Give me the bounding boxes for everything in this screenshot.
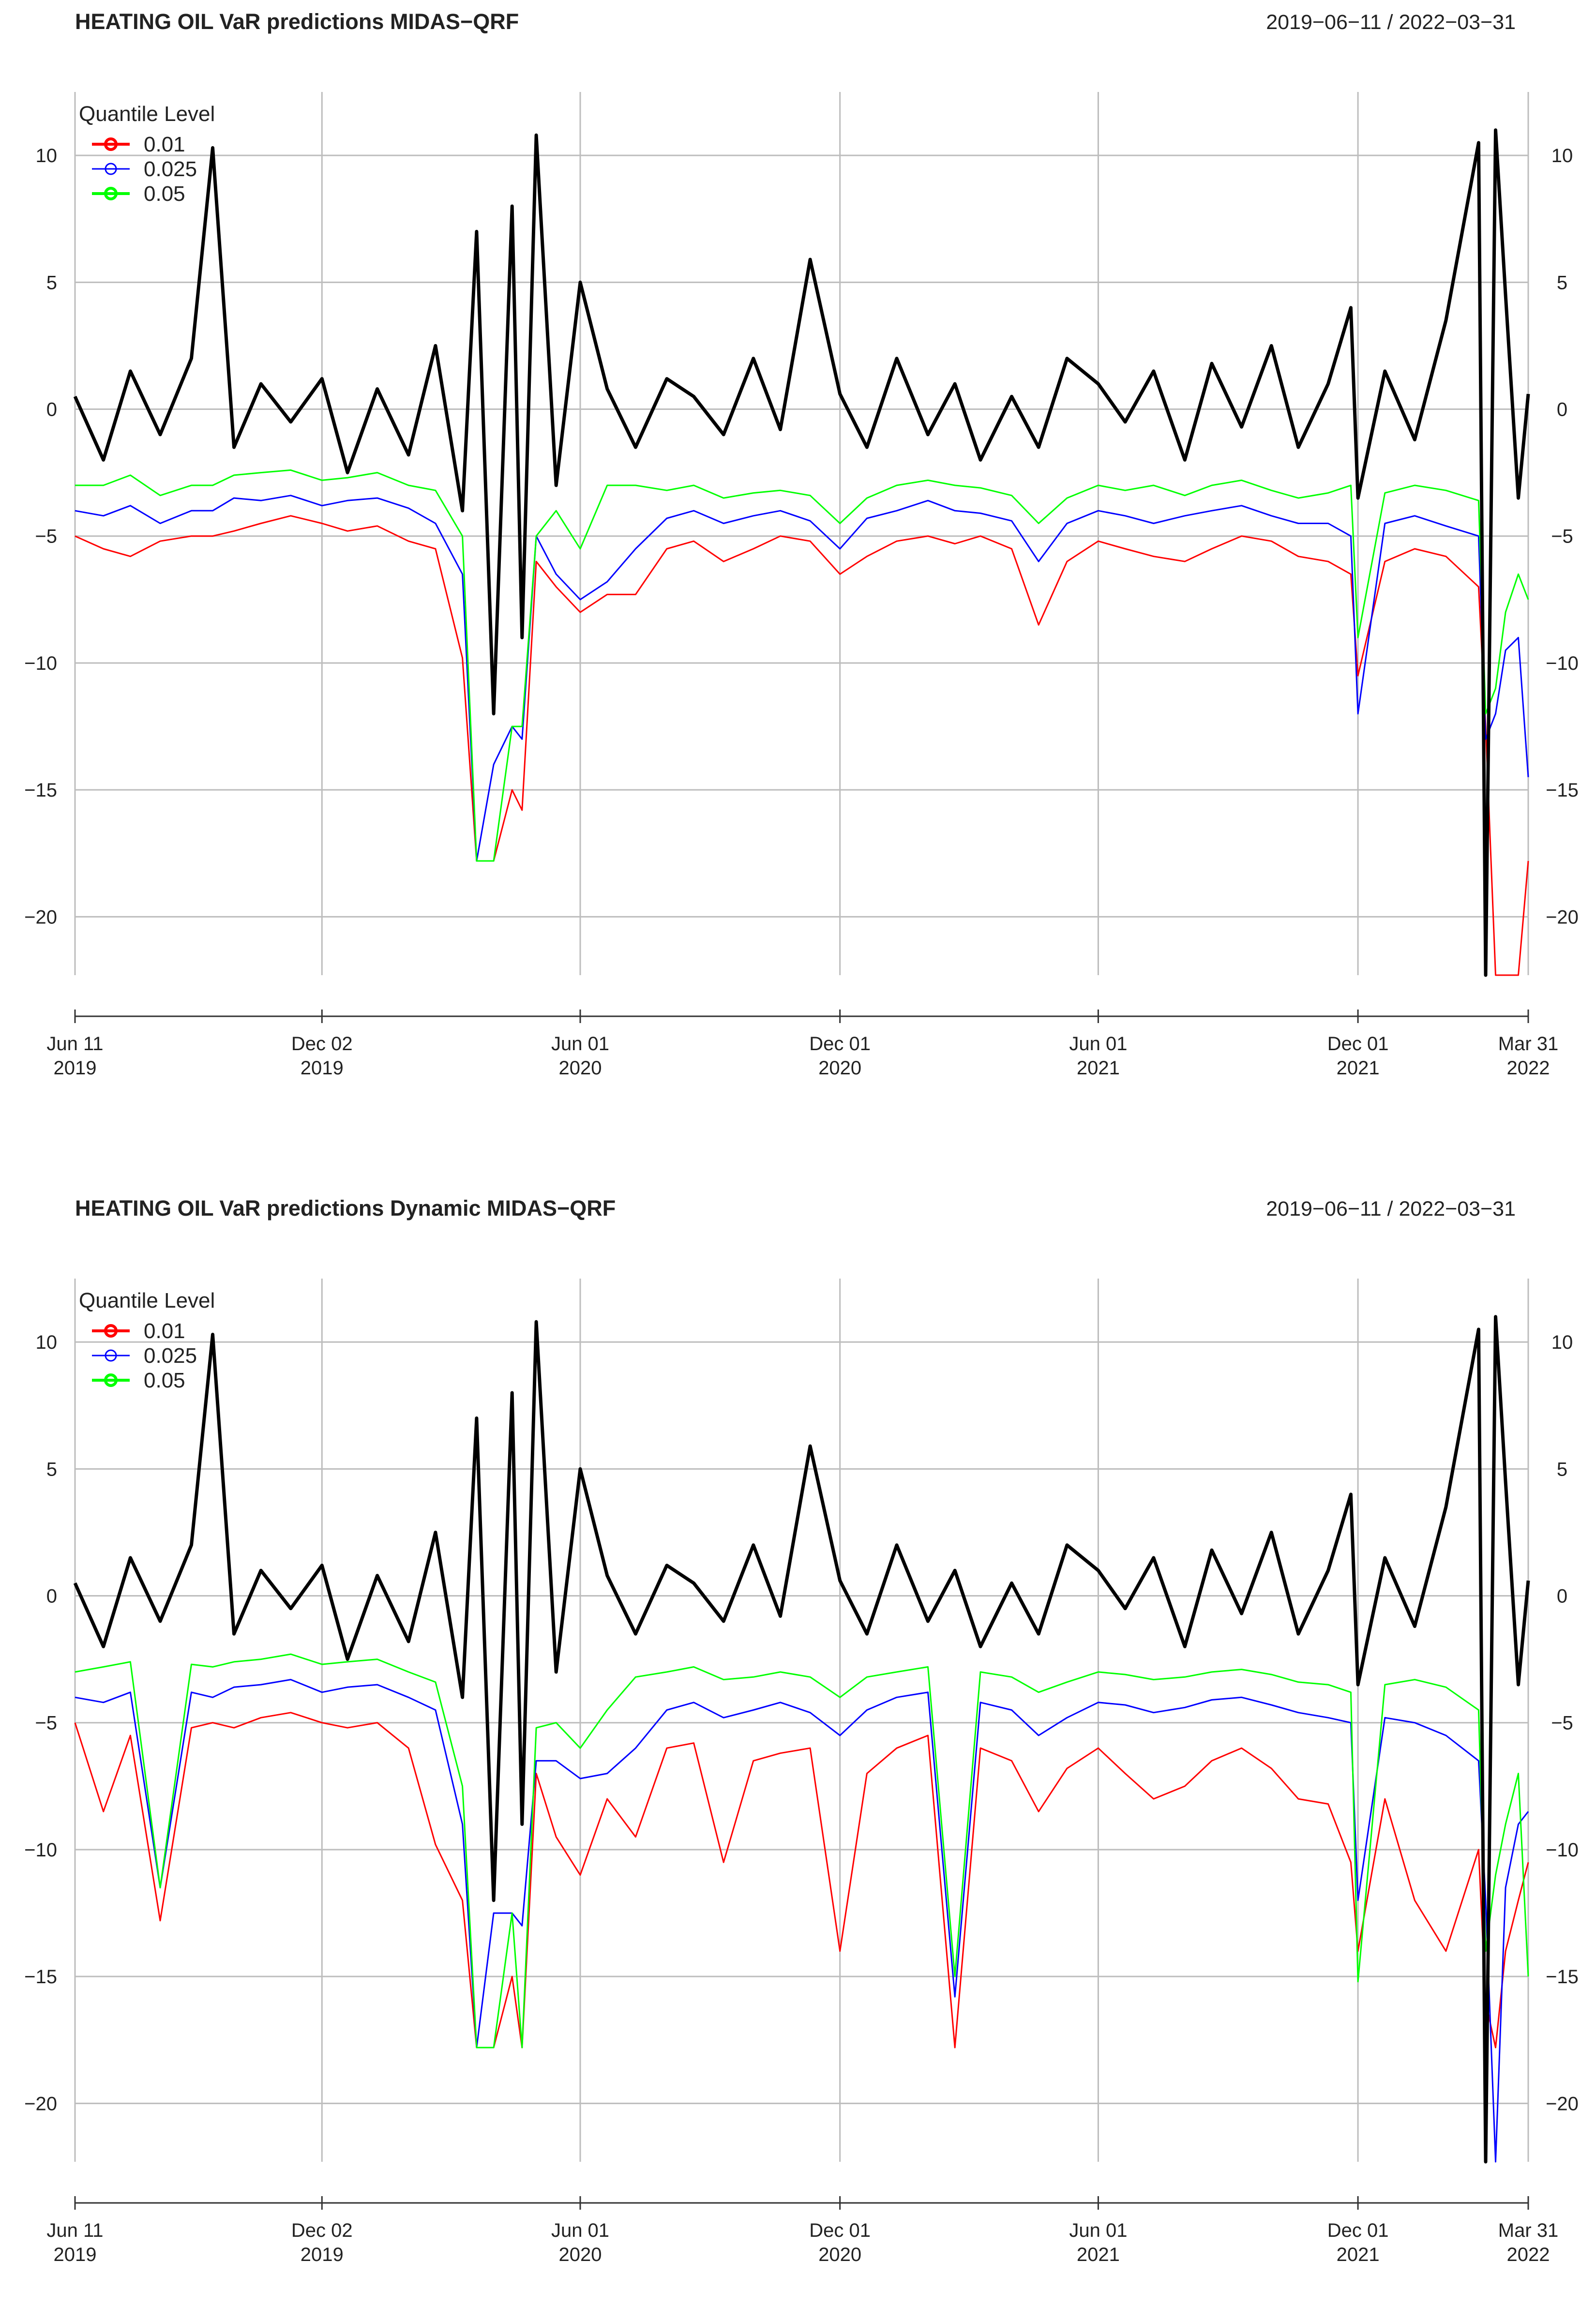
y-tick-label-left: −20 [24,2093,57,2114]
x-tick-label-year: 2020 [559,1057,602,1079]
y-tick-label-right: 0 [1557,1586,1567,1607]
y-tick-label-left: −5 [35,526,57,547]
y-tick-label-right: −15 [1546,780,1579,801]
y-tick-label-left: −15 [24,780,57,801]
legend-label-0.025: 0.025 [144,1344,197,1368]
x-tick-label-year: 2019 [54,2244,97,2265]
x-tick-label: Dec 02 [291,2220,353,2241]
legend-title: Quantile Level [79,1289,215,1312]
y-tick-label-left: −10 [24,1839,57,1861]
legend-swatch-marker-0.01 [104,137,118,151]
series-line-returns [73,128,1530,977]
legend-swatch-marker-0.01 [104,1324,118,1338]
y-tick-label-right: −20 [1546,2093,1579,2114]
y-tick-label-left: 0 [46,1586,57,1607]
y-tick-label-right: −5 [1551,1713,1573,1734]
x-tick-label: Mar 31 [1498,2220,1559,2241]
x-tick-label-year: 2019 [301,2244,344,2265]
y-tick-label-right: −10 [1546,1839,1579,1861]
chart-date-range: 2019−06−11 / 2022−03−31 [1266,1197,1516,1221]
x-tick-label-year: 2022 [1507,2244,1550,2265]
legend-swatch-marker-0.05 [104,1373,118,1387]
y-tick-label-left: −15 [24,1966,57,1988]
x-tick-label: Dec 02 [291,1033,353,1055]
x-tick-label: Dec 01 [809,1033,871,1055]
legend-label-0.025: 0.025 [144,157,197,181]
x-tick-label: Jun 01 [1069,2220,1127,2241]
x-tick-label-year: 2019 [54,1057,97,1079]
y-tick-label-left: −10 [24,653,57,674]
legend-swatch-marker-0.025 [105,1349,117,1362]
y-tick-label-left: −5 [35,1713,57,1734]
y-tick-label-left: 10 [36,145,58,166]
x-tick-label: Mar 31 [1498,1033,1559,1055]
chart-panel-midas-qrf: HEATING OIL VaR predictions MIDAS−QRF 20… [24,9,1579,1079]
y-tick-label-right: −10 [1546,653,1579,674]
legend-label-0.05: 0.05 [144,182,185,206]
x-tick-label: Jun 01 [551,2220,609,2241]
x-tick-label-year: 2020 [818,2244,861,2265]
series-line-quantile-0.05 [75,1653,1529,2049]
series-line-quantile-0.05 [75,469,1529,862]
y-tick-label-right: −15 [1546,1966,1579,1988]
y-tick-label-right: 5 [1557,272,1567,293]
x-tick-label: Dec 01 [809,2220,871,2241]
legend-swatch-marker-0.025 [105,163,117,175]
legend-swatch-marker-0.05 [104,187,118,200]
legend-label-0.01: 0.01 [144,1319,185,1343]
legend-title: Quantile Level [79,102,215,126]
x-tick-label: Jun 11 [46,1033,103,1055]
x-tick-label-year: 2021 [1077,1057,1120,1079]
y-tick-label-right: 0 [1557,399,1567,421]
y-tick-label-right: −20 [1546,906,1579,928]
y-tick-label-right: −5 [1551,526,1573,547]
x-tick-label: Dec 01 [1327,1033,1389,1055]
legend-label-0.01: 0.01 [144,133,185,156]
x-tick-label: Jun 01 [1069,1033,1127,1055]
series-line-quantile-0.025 [75,495,1529,862]
chart-title: HEATING OIL VaR predictions Dynamic MIDA… [75,1196,616,1221]
y-tick-label-right: 10 [1551,145,1573,166]
y-tick-label-right: 10 [1551,1332,1573,1353]
y-tick-label-left: 5 [46,272,57,293]
chart-panel-dynamic-midas-qrf: HEATING OIL VaR predictions Dynamic MIDA… [24,1196,1579,2265]
chart-title: HEATING OIL VaR predictions MIDAS−QRF [75,9,519,34]
x-tick-label-year: 2020 [818,1057,861,1079]
chart-date-range: 2019−06−11 / 2022−03−31 [1266,11,1516,34]
x-tick-label: Jun 11 [46,2220,103,2241]
x-tick-label-year: 2019 [301,1057,344,1079]
y-tick-label-left: 10 [36,1332,58,1353]
series-line-returns [73,1315,1530,2164]
y-tick-label-left: −20 [24,906,57,928]
x-tick-label-year: 2020 [559,2244,602,2265]
y-tick-label-right: 5 [1557,1459,1567,1480]
x-tick-label-year: 2021 [1337,2244,1380,2265]
legend-label-0.05: 0.05 [144,1369,185,1392]
y-tick-label-left: 5 [46,1459,57,1480]
x-tick-label-year: 2022 [1507,1057,1550,1079]
x-tick-label-year: 2021 [1077,2244,1120,2265]
x-tick-label: Dec 01 [1327,2220,1389,2241]
x-tick-label: Jun 01 [551,1033,609,1055]
x-tick-label-year: 2021 [1337,1057,1380,1079]
series-line-quantile-0.01 [74,1712,1529,2049]
y-tick-label-left: 0 [46,399,57,421]
